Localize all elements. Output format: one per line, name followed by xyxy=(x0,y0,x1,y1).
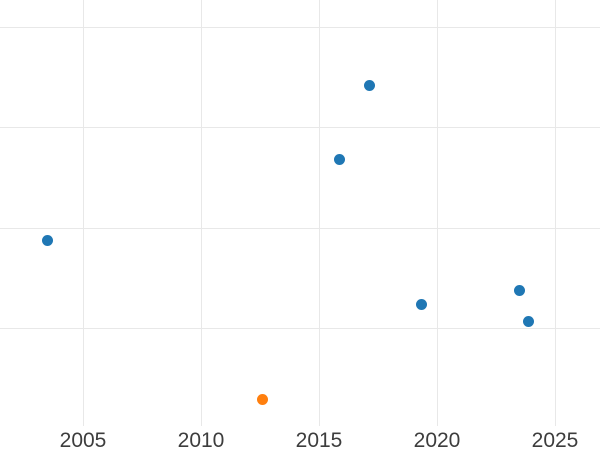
x-tick-label: 2010 xyxy=(177,429,225,450)
vertical-gridline xyxy=(83,0,84,426)
horizontal-gridline xyxy=(0,228,600,229)
data-point-blue-series xyxy=(513,284,525,296)
vertical-gridline xyxy=(201,0,202,426)
horizontal-gridline xyxy=(0,27,600,28)
x-tick-label: 2025 xyxy=(531,429,579,450)
data-point-blue-series xyxy=(41,234,53,246)
vertical-gridline xyxy=(319,0,320,426)
x-tick-label: 2005 xyxy=(59,429,107,450)
horizontal-gridline xyxy=(0,328,600,329)
vertical-gridline xyxy=(437,0,438,426)
data-point-blue-series xyxy=(333,153,345,165)
x-tick-label: 2015 xyxy=(295,429,343,450)
horizontal-gridline xyxy=(0,127,600,128)
data-point-blue-series xyxy=(415,298,427,310)
data-point-blue-series xyxy=(363,79,375,91)
vertical-gridline xyxy=(555,0,556,426)
x-tick-label: 2020 xyxy=(413,429,461,450)
data-point-blue-series xyxy=(522,315,534,327)
data-point-orange-series xyxy=(256,393,268,405)
